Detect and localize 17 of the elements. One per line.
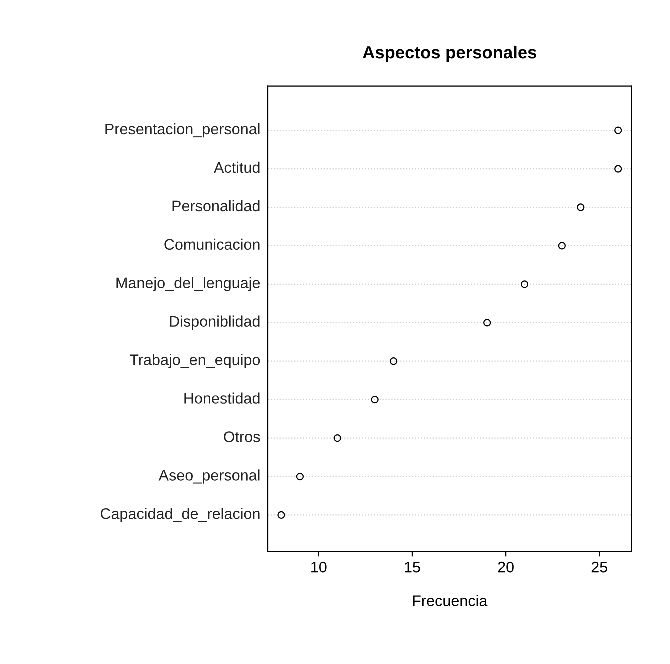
x-tick-label: 20 [498,562,514,573]
y-tick-label: Personalidad [172,200,260,212]
x-axis-title: Frecuencia [413,595,488,606]
y-tick-label: Otros [224,432,260,442]
x-tick-label: 15 [405,562,420,573]
y-tick-label: Aseo_personal [158,470,260,484]
y-tick-label: Trabajo_en_equipo [130,354,260,368]
y-tick-label: Comunicacion [164,238,260,250]
y-tick-label: Capacidad_de_relacion [100,508,260,522]
y-tick-label: Actitud [214,162,260,174]
x-tick-label: 10 [312,562,327,573]
y-tick-label: Disponiblidad [170,316,260,330]
y-tick-label: Presentacion_personal [106,123,260,138]
y-tick-label: Manejo_del_lenguaje [116,277,260,292]
x-tick-label: 25 [592,562,608,573]
chart-title: Aspectos personales [363,46,537,62]
y-tick-label: Honestidad [184,392,260,404]
